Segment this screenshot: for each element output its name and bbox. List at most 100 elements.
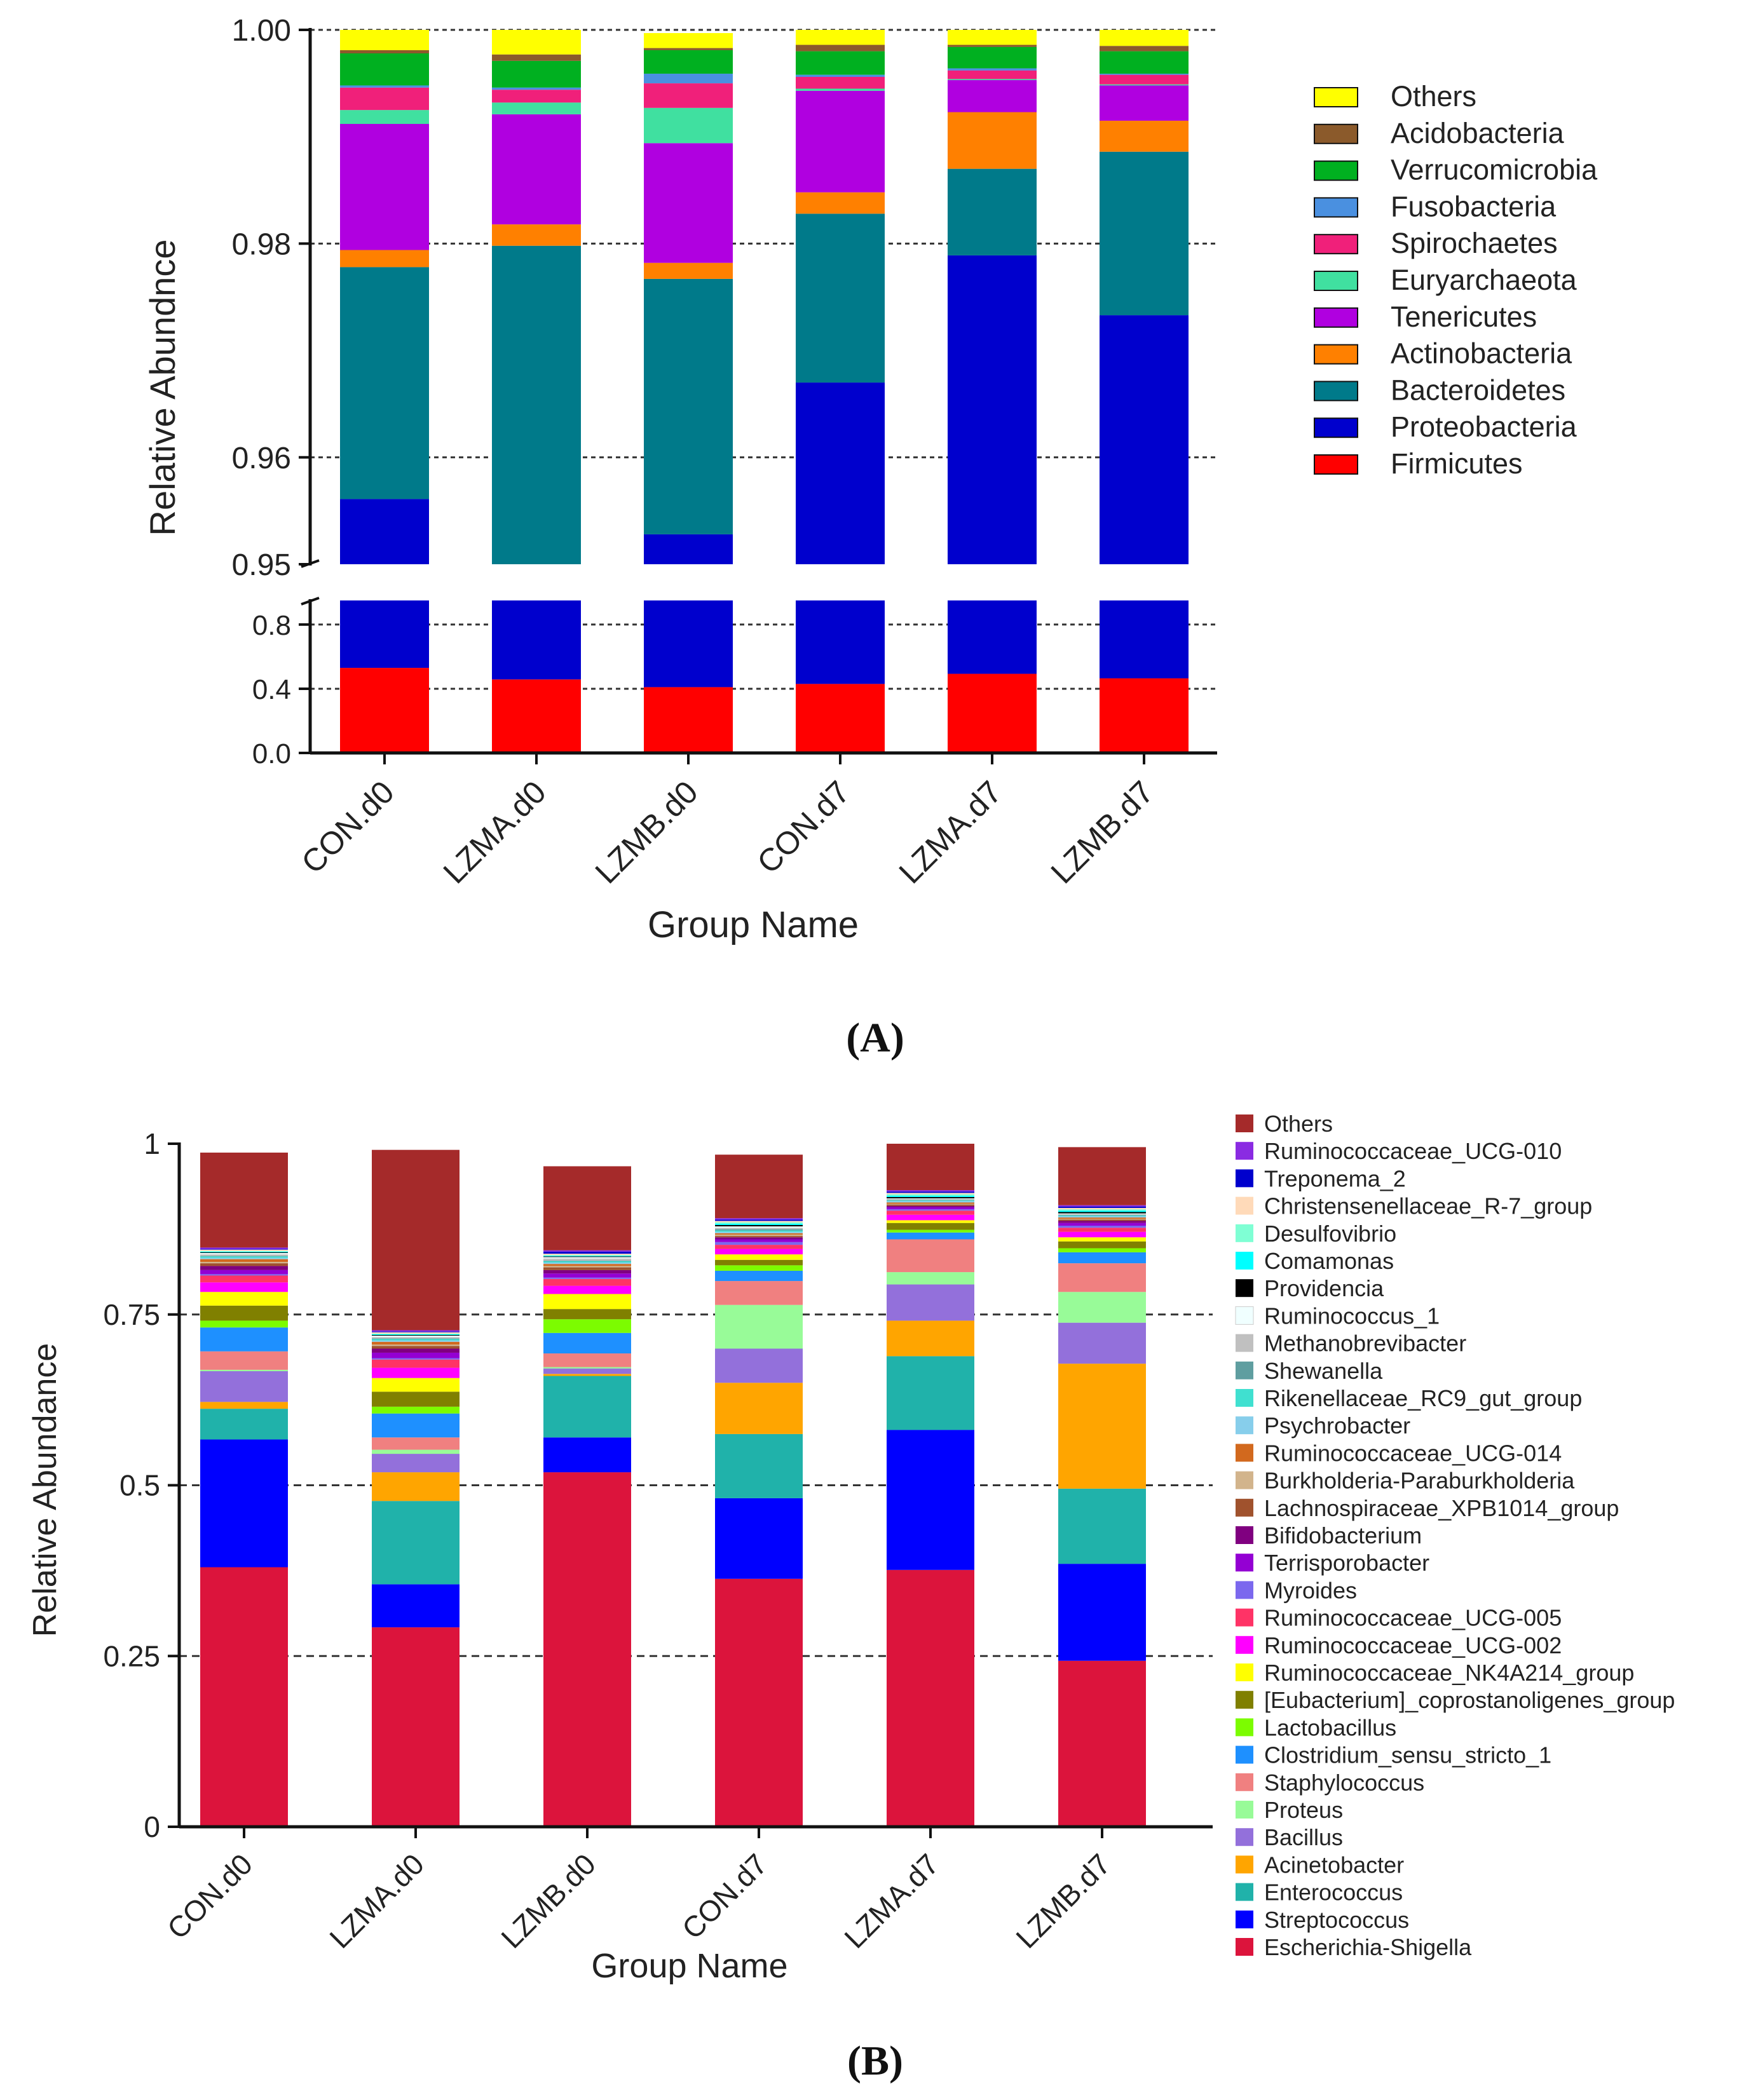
legend-label-actinobacteria: Actinobacteria <box>1391 337 1572 370</box>
bar-segment-eubacterium-coprostanoligenes-group-lzmb-d0 <box>543 1309 631 1320</box>
bar-segment-firmicutes-con-d7 <box>796 684 885 753</box>
bar-segment-ruminococcus-1-lzmb-d0 <box>543 1257 631 1259</box>
panel-b-chart: 0 0.25 0.5 0.75 1 CON.d0 LZMA.d0 LZMB.d0 CON.d7… <box>27 1111 1675 2084</box>
bar-segment-bacteroidetes-lzma-d0 <box>492 245 581 564</box>
legend-swatch-ruminococcaceae-ucg-014 <box>1236 1444 1253 1462</box>
bar-segment-firmicutes-lzmb-d7 <box>1100 678 1189 753</box>
bar-segment-bacteroidetes-lzma-d7 <box>948 168 1037 255</box>
bar-segment-proteobacteria-lzmb-d7 <box>1100 600 1189 679</box>
bar-segment-spirochaetes-lzmb-d7 <box>1100 74 1189 85</box>
bar-segment-escherichia-shigella-con-d7 <box>715 1578 803 1827</box>
legend-swatch-enterococcus <box>1236 1883 1253 1901</box>
legend-label-ruminococcus-1: Ruminococcus_1 <box>1264 1303 1440 1329</box>
bar-segment-comamonas-lzma-d7 <box>887 1195 974 1197</box>
bar-segment-firmicutes-lzma-d0 <box>492 679 581 753</box>
bar-segment-ruminococcaceae-nk4a214-group-lzma-d7 <box>887 1220 974 1223</box>
bar-segment-ruminococcaceae-ucg-002-con-d0 <box>200 1282 288 1292</box>
legend-swatch-others <box>1236 1114 1253 1132</box>
bar-segment-ruminococcaceae-ucg-002-lzma-d7 <box>887 1214 974 1221</box>
legend-label-escherichia-shigella: Escherichia-Shigella <box>1264 1934 1472 1960</box>
bar-segment-others-lzmb-d7 <box>1100 30 1189 46</box>
bar-segment-treponema-2-con-d0 <box>200 1249 288 1250</box>
bar-segment-tenericutes-con-d0 <box>340 124 429 250</box>
legend-label-desulfovibrio: Desulfovibrio <box>1264 1221 1396 1247</box>
bar-segment-tenericutes-lzmb-d7 <box>1100 85 1189 121</box>
legend-swatch-bacteroidetes <box>1314 381 1358 402</box>
bar-segment-verrucomicrobia-lzmb-d7 <box>1100 51 1189 74</box>
bar-segment-actinobacteria-con-d7 <box>796 192 885 214</box>
bar-segment-eubacterium-coprostanoligenes-group-lzma-d0 <box>372 1392 460 1407</box>
x-tick-label: CON.d7 <box>750 774 856 880</box>
bar-segment-fusobacteria-lzmb-d0 <box>644 73 733 84</box>
x-tick-label: LZMB.d7 <box>1044 774 1161 890</box>
panel-a-y-ticks: 0.95 0.96 0.98 1.00 0.0 0.4 0.8 <box>232 14 310 769</box>
panel-a-chart: 0.95 0.96 0.98 1.00 0.0 0.4 0.8 CON.d0 LZMA.d0 L… <box>142 14 1598 1061</box>
panel-b-x-ticks: CON.d0 LZMA.d0 LZMB.d0 CON.d7 LZMA.d7 LZMB.d7 <box>161 1827 1117 1954</box>
bar-segment-methanobrevibacter-lzmb-d7 <box>1058 1214 1146 1215</box>
bar-segment-acidobacteria-lzma-d0 <box>492 54 581 61</box>
panel-a-label: (A) <box>846 1015 904 1061</box>
x-tick-label: LZMA.d7 <box>838 1847 945 1954</box>
bar-segment-staphylococcus-lzmb-d0 <box>543 1353 631 1367</box>
legend-swatch-comamonas <box>1236 1252 1253 1270</box>
legend-label-streptococcus: Streptococcus <box>1264 1907 1409 1933</box>
legend-label-clostridium-sensu-stricto-1: Clostridium_sensu_stricto_1 <box>1264 1742 1551 1768</box>
y-tick-label: 0.4 <box>252 674 291 705</box>
bar-segment-bacillus-con-d7 <box>715 1348 803 1383</box>
bar-segment-enterococcus-lzma-d0 <box>372 1501 460 1585</box>
legend-swatch-desulfovibrio <box>1236 1224 1253 1242</box>
y-tick-label: 0.25 <box>103 1639 160 1672</box>
bar-segment-comamonas-lzma-d0 <box>372 1334 460 1335</box>
bar-segment-bacillus-lzma-d0 <box>372 1454 460 1473</box>
bar-segment-acidobacteria-lzmb-d0 <box>644 48 733 50</box>
bar-segment-ruminococcaceae-ucg-014-lzma-d7 <box>887 1202 974 1204</box>
bar-segment-ruminococcaceae-ucg-014-con-d7 <box>715 1233 803 1235</box>
legend-swatch-treponema-2 <box>1236 1169 1253 1188</box>
bar-segment-rikenellaceae-rc9-gut-group-con-d7 <box>715 1230 803 1232</box>
bar-segment-streptococcus-lzmb-d0 <box>543 1437 631 1473</box>
bar-segment-lactobacillus-lzmb-d7 <box>1058 1248 1146 1252</box>
bar-segment-proteobacteria-con-d0 <box>340 600 429 668</box>
bar-segment-others-lzma-d7 <box>887 1144 974 1191</box>
bar-segment-ruminococcus-1-lzma-d0 <box>372 1336 460 1338</box>
bar-segment-providencia-lzmb-d7 <box>1058 1212 1146 1214</box>
bar-segment-bacteroidetes-con-d7 <box>796 213 885 383</box>
bar-segment-others-con-d0 <box>200 1152 288 1248</box>
panel-a-bars <box>340 30 1189 753</box>
bar-segment-euryarchaeota-lzmb-d0 <box>644 107 733 144</box>
bar-segment-enterococcus-lzmb-d7 <box>1058 1488 1146 1564</box>
y-tick-label: 0.5 <box>119 1469 160 1502</box>
bar-segment-euryarchaeota-lzma-d7 <box>948 79 1037 81</box>
legend-label-providencia: Providencia <box>1264 1275 1384 1301</box>
bar-segment-psychrobacter-lzmb-d0 <box>543 1263 631 1264</box>
bar-segment-staphylococcus-lzma-d7 <box>887 1239 974 1273</box>
bar-segment-staphylococcus-con-d0 <box>200 1351 288 1370</box>
bar-segment-ruminococcaceae-ucg-005-lzma-d7 <box>887 1210 974 1215</box>
legend-swatch-acinetobacter <box>1236 1855 1253 1874</box>
legend-label-shewanella: Shewanella <box>1264 1358 1383 1384</box>
bar-segment-terrisporobacter-lzma-d7 <box>887 1207 974 1210</box>
bar-segment-bacillus-lzmb-d7 <box>1058 1322 1146 1364</box>
legend-label-euryarchaeota: Euryarchaeota <box>1391 264 1577 296</box>
bar-segment-lactobacillus-con-d0 <box>200 1320 288 1328</box>
legend-label-christensenellaceae-r-7-group: Christensenellaceae_R-7_group <box>1264 1193 1592 1219</box>
legend-label-firmicutes: Firmicutes <box>1391 447 1523 480</box>
bar-segment-methanobrevibacter-lzma-d0 <box>372 1337 460 1339</box>
bar-segment-psychrobacter-con-d7 <box>715 1231 803 1233</box>
bar-segment-lactobacillus-lzma-d0 <box>372 1406 460 1414</box>
bar-segment-clostridium-sensu-stricto-1-con-d7 <box>715 1270 803 1282</box>
bar-segment-ruminococcaceae-ucg-010-con-d7 <box>715 1218 803 1220</box>
bar-segment-fusobacteria-con-d0 <box>340 85 429 88</box>
bar-segment-proteobacteria-lzma-d7 <box>948 255 1037 564</box>
bar-segment-actinobacteria-lzmb-d7 <box>1100 120 1189 152</box>
bar-segment-lachnospiraceae-xpb1014-group-lzmb-d7 <box>1058 1219 1146 1221</box>
bar-segment-eubacterium-coprostanoligenes-group-lzma-d7 <box>887 1223 974 1230</box>
bar-segment-acidobacteria-con-d0 <box>340 50 429 54</box>
bar-segment-ruminococcaceae-ucg-002-lzma-d0 <box>372 1367 460 1378</box>
legend-label-comamonas: Comamonas <box>1264 1248 1394 1274</box>
panel-b-x-axis-label: Group Name <box>591 1947 787 1985</box>
bar-segment-spirochaetes-lzma-d0 <box>492 90 581 103</box>
bar-segment-acinetobacter-con-d0 <box>200 1402 288 1409</box>
legend-label-proteus: Proteus <box>1264 1797 1343 1823</box>
bar-segment-lactobacillus-con-d7 <box>715 1265 803 1271</box>
